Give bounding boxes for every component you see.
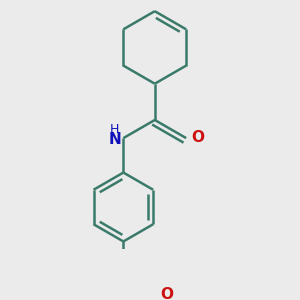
Text: N: N <box>109 132 122 147</box>
Text: O: O <box>191 130 204 145</box>
Text: H: H <box>110 123 120 136</box>
Text: O: O <box>160 287 173 300</box>
